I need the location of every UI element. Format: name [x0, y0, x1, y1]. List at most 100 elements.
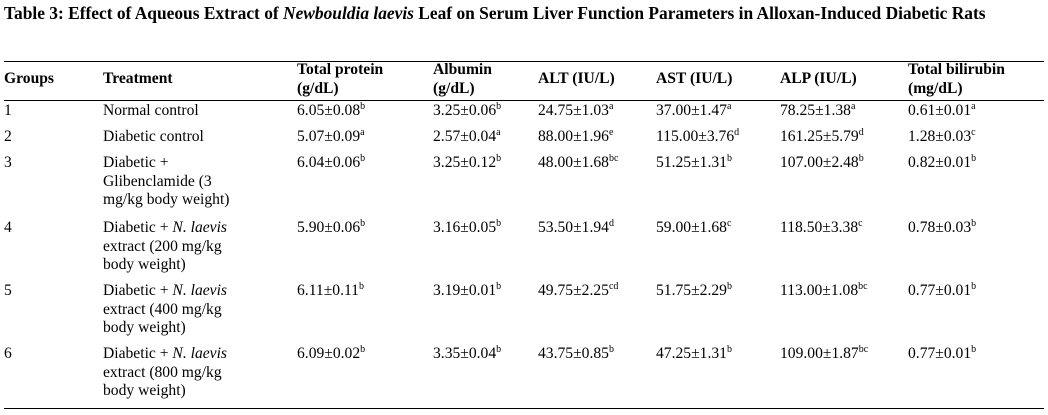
cell-value: 5.90±0.06 — [297, 219, 361, 236]
significance-superscript: a — [726, 101, 732, 112]
cell-albumin: 3.16±0.05b — [433, 219, 501, 238]
cell-total-protein: 5.07±0.09a — [297, 128, 365, 147]
cell-albumin: 2.57±0.04a — [433, 128, 501, 147]
cell-treatment: Diabetic + N. laevis extract (400 mg/kg bo… — [103, 282, 279, 338]
treatment-line: Diabetic control — [103, 128, 204, 145]
cell-value: 53.50±1.94 — [538, 219, 609, 236]
treatment-line: Diabetic + N. laevis — [103, 282, 279, 301]
significance-superscript: b — [360, 218, 366, 229]
cell-ast: 51.75±2.29b — [656, 282, 732, 301]
significance-superscript: b — [496, 281, 502, 292]
significance-superscript: b — [971, 218, 977, 229]
cell-value: 24.75±1.03 — [538, 102, 609, 119]
treatment-prefix: Diabetic + — [103, 345, 173, 362]
significance-superscript: cd — [608, 281, 619, 292]
significance-superscript: bc — [858, 281, 868, 292]
cell-treatment: Diabetic + N. laevis extract (200 mg/kg bo… — [103, 219, 279, 275]
header-ast: AST (IU/L) — [656, 70, 733, 87]
cell-ast: 59.00±1.68c — [656, 219, 731, 238]
cell-group: 6 — [4, 345, 12, 362]
cell-value: 161.25±5.79 — [780, 128, 859, 145]
significance-superscript: b — [496, 344, 502, 355]
cell-alp: 161.25±5.79d — [780, 128, 864, 147]
cell-value: 0.61±0.01 — [908, 102, 972, 119]
treatment-line: extract (200 mg/kg — [103, 237, 222, 255]
treatment-species: N. laevis — [172, 282, 227, 299]
cell-value: 88.00±1.96 — [538, 128, 609, 145]
treatment-species: N. laevis — [172, 219, 227, 236]
cell-group: 3 — [4, 154, 12, 171]
cell-total-bilirubin: 0.77±0.01b — [908, 345, 976, 364]
cell-group: 5 — [4, 282, 12, 299]
significance-superscript: a — [850, 101, 856, 112]
significance-superscript: b — [358, 281, 364, 292]
significance-superscript: a — [360, 127, 365, 138]
significance-superscript: c — [858, 218, 863, 229]
cell-alt: 53.50±1.94d — [538, 219, 614, 238]
header-rule — [4, 100, 1044, 101]
top-rule — [4, 61, 1044, 62]
cell-total-bilirubin: 0.61±0.01a — [908, 102, 976, 121]
header-treatment: Treatment — [103, 70, 173, 87]
treatment-line: body weight) — [103, 319, 186, 336]
header-alt: ALT (IU/L) — [538, 70, 615, 87]
cell-value: 118.50±3.38 — [780, 219, 859, 236]
significance-superscript: b — [726, 344, 732, 355]
cell-ast: 51.25±1.31b — [656, 154, 732, 173]
cell-alt: 49.75±2.25cd — [538, 282, 618, 301]
cell-albumin: 3.25±0.06b — [433, 102, 501, 121]
significance-superscript: a — [608, 101, 614, 112]
cell-value: 113.00±1.08 — [780, 282, 859, 299]
cell-value: 47.25±1.31 — [656, 345, 727, 362]
cell-value: 78.25±1.38 — [780, 102, 851, 119]
cell-treatment: Diabetic control — [103, 128, 279, 147]
significance-superscript: a — [971, 101, 976, 112]
treatment-line: mg/kg body weight) — [103, 191, 230, 208]
cell-value: 115.00±3.76 — [656, 128, 735, 145]
significance-superscript: b — [360, 153, 366, 164]
significance-superscript: b — [726, 281, 732, 292]
cell-ast: 115.00±3.76d — [656, 128, 739, 147]
significance-superscript: b — [360, 344, 366, 355]
significance-superscript: bc — [858, 344, 869, 355]
significance-superscript: b — [360, 101, 366, 112]
significance-superscript: d — [608, 218, 614, 229]
cell-value: 6.11±0.11 — [297, 282, 359, 299]
cell-total-bilirubin: 0.77±0.01b — [908, 282, 976, 301]
significance-superscript: c — [726, 218, 732, 229]
cell-value: 107.00±2.48 — [780, 154, 859, 171]
caption-species: Newbouldia laevis — [283, 3, 414, 23]
cell-value: 0.77±0.01 — [908, 282, 972, 299]
cell-value: 2.57±0.04 — [433, 128, 497, 145]
header-total-protein: Total protein (g/dL) — [297, 61, 384, 97]
cell-value: 0.82±0.01 — [908, 154, 972, 171]
cell-alp: 109.00±1.87bc — [780, 345, 868, 364]
cell-treatment: Normal control — [103, 102, 279, 121]
cell-alt: 24.75±1.03a — [538, 102, 613, 121]
cell-alt: 48.00±1.68bc — [538, 154, 618, 173]
cell-alp: 78.25±1.38a — [780, 102, 855, 121]
cell-albumin: 3.25±0.12b — [433, 154, 501, 173]
cell-alp: 118.50±3.38c — [780, 219, 863, 238]
header-total-bilirubin: Total bilirubin (mg/dL) — [908, 61, 1005, 97]
cell-value: 1.28±0.03 — [908, 128, 972, 145]
treatment-line: Glibenclamide (3 — [103, 172, 212, 190]
treatment-line: body weight) — [103, 382, 186, 399]
cell-value: 6.09±0.02 — [297, 345, 361, 362]
cell-value: 48.00±1.68 — [538, 154, 609, 171]
significance-superscript: b — [496, 153, 502, 164]
cell-total-protein: 6.05±0.08b — [297, 102, 365, 121]
significance-superscript: c — [971, 127, 976, 138]
cell-total-bilirubin: 1.28±0.03c — [908, 128, 976, 147]
cell-value: 109.00±1.87 — [780, 345, 859, 362]
significance-superscript: b — [496, 101, 502, 112]
header-albumin: Albumin (g/dL) — [433, 61, 492, 97]
treatment-prefix: Diabetic + — [103, 282, 173, 299]
cell-albumin: 3.35±0.04b — [433, 345, 501, 364]
cell-ast: 37.00±1.47a — [656, 102, 731, 121]
cell-value: 3.25±0.12 — [433, 154, 497, 171]
treatment-line: Diabetic + — [103, 154, 169, 171]
cell-treatment: Diabetic + N. laevis extract (800 mg/kg bo… — [103, 345, 279, 401]
treatment-prefix: Diabetic + — [103, 219, 173, 236]
significance-superscript: b — [858, 153, 864, 164]
